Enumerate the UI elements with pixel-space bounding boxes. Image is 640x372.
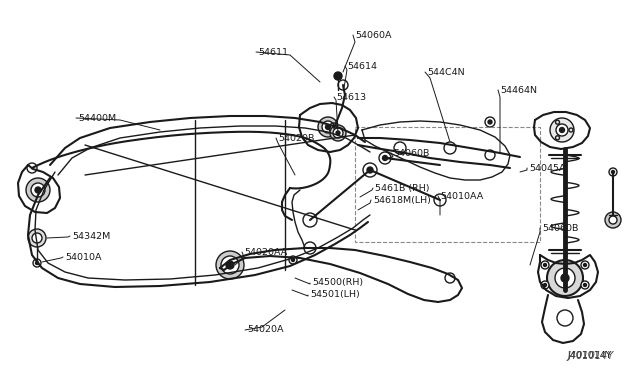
Text: 54500(RH): 54500(RH) — [312, 279, 363, 288]
Text: J401014Y: J401014Y — [568, 351, 614, 361]
Circle shape — [221, 256, 239, 274]
Text: 54010AA: 54010AA — [440, 192, 483, 201]
Text: 54614: 54614 — [347, 61, 377, 71]
Text: 54342M: 54342M — [72, 231, 110, 241]
Circle shape — [226, 261, 234, 269]
Circle shape — [555, 268, 575, 288]
Circle shape — [611, 170, 614, 173]
Text: 54010A: 54010A — [65, 253, 102, 262]
Circle shape — [322, 121, 334, 133]
Text: 54611: 54611 — [258, 48, 288, 57]
Circle shape — [33, 259, 41, 267]
Text: 54613: 54613 — [336, 93, 366, 102]
Text: 54020A: 54020A — [247, 326, 284, 334]
Text: 54060B: 54060B — [542, 224, 579, 232]
Circle shape — [581, 261, 589, 269]
Circle shape — [541, 281, 549, 289]
Circle shape — [584, 263, 586, 266]
Text: 54400M: 54400M — [78, 113, 116, 122]
Bar — [355, 127, 540, 242]
Circle shape — [557, 310, 573, 326]
Circle shape — [379, 152, 391, 164]
Circle shape — [336, 131, 340, 135]
Text: 54501(LH): 54501(LH) — [310, 291, 360, 299]
Text: 54020B: 54020B — [278, 134, 314, 142]
Text: 54060A: 54060A — [355, 31, 392, 39]
Circle shape — [289, 256, 297, 264]
Circle shape — [605, 212, 621, 228]
Circle shape — [334, 72, 342, 80]
Circle shape — [216, 251, 244, 279]
Circle shape — [609, 216, 617, 224]
Circle shape — [330, 125, 346, 141]
Circle shape — [26, 178, 50, 202]
Text: 54464N: 54464N — [500, 86, 537, 94]
Circle shape — [333, 128, 343, 138]
Circle shape — [559, 128, 564, 132]
Circle shape — [556, 124, 568, 136]
Text: 54618M(LH): 54618M(LH) — [373, 196, 431, 205]
Circle shape — [35, 262, 38, 264]
Circle shape — [543, 283, 547, 286]
Circle shape — [31, 183, 45, 197]
Circle shape — [291, 259, 294, 262]
Circle shape — [581, 281, 589, 289]
Circle shape — [32, 233, 42, 243]
Text: 54020AA: 54020AA — [244, 247, 287, 257]
Text: 5461B (RH): 5461B (RH) — [375, 183, 429, 192]
Circle shape — [609, 168, 617, 176]
Text: J401014Y: J401014Y — [568, 352, 612, 360]
Text: 54045A: 54045A — [529, 164, 566, 173]
Circle shape — [326, 125, 330, 129]
Circle shape — [584, 283, 586, 286]
Circle shape — [541, 261, 549, 269]
Circle shape — [367, 167, 373, 173]
Text: 54060B: 54060B — [393, 148, 429, 157]
Circle shape — [488, 120, 492, 124]
Circle shape — [543, 263, 547, 266]
Circle shape — [383, 155, 387, 160]
Circle shape — [28, 229, 46, 247]
Circle shape — [561, 274, 569, 282]
Circle shape — [303, 213, 317, 227]
Circle shape — [550, 118, 574, 142]
Circle shape — [35, 187, 41, 193]
Circle shape — [363, 163, 377, 177]
Circle shape — [485, 117, 495, 127]
Circle shape — [547, 260, 583, 296]
Text: 544C4N: 544C4N — [427, 67, 465, 77]
Circle shape — [318, 117, 338, 137]
